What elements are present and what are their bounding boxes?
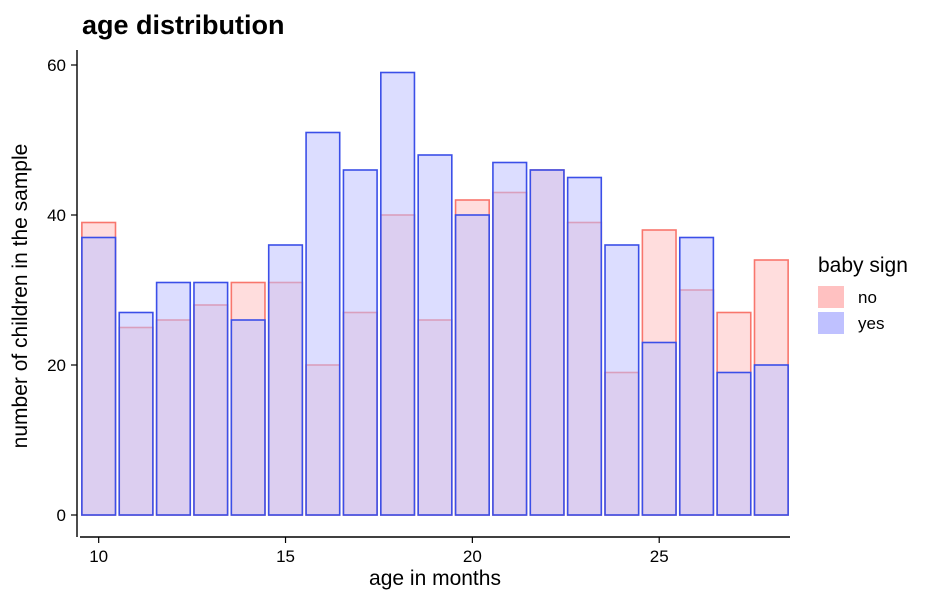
legend: baby sign no yes: [818, 254, 908, 334]
y-tick-label: 20: [47, 356, 66, 375]
bar-yes-25: [641, 341, 677, 516]
x-axis-title: age in months: [369, 567, 501, 590]
legend-swatch-no: [818, 286, 844, 308]
bar-yes-16: [305, 131, 341, 516]
bar-yes-26: [678, 236, 715, 516]
legend-label-no: no: [858, 288, 877, 307]
y-tick-label: 0: [57, 506, 66, 525]
y-axis-title: number of children in the sample: [9, 144, 32, 449]
chart-title: age distribution: [82, 10, 285, 40]
bar-yes-28: [753, 364, 789, 516]
bar-yes-27: [716, 371, 752, 516]
bar-yes-17: [342, 169, 378, 516]
bar-yes-24: [604, 244, 640, 516]
bar-yes-15: [267, 244, 304, 516]
bars-layer: [81, 71, 789, 516]
bar-yes-21: [492, 161, 528, 516]
x-ticks: 10 15 20 25: [89, 537, 669, 566]
bar-yes-22: [529, 169, 565, 516]
bar-yes-19: [417, 154, 453, 516]
legend-title: baby sign: [818, 254, 908, 277]
bar-yes-18: [380, 71, 416, 516]
bar-yes-20: [454, 214, 490, 516]
x-tick-label: 20: [463, 547, 482, 566]
bar-yes-10: [81, 236, 117, 516]
bar-yes-11: [118, 311, 154, 516]
bar-yes-13: [193, 281, 229, 516]
y-tick-label: 60: [47, 56, 66, 75]
bar-yes-12: [155, 281, 192, 516]
y-ticks: 0 20 40 60: [47, 56, 77, 525]
legend-swatch-yes: [818, 312, 844, 334]
legend-label-yes: yes: [858, 314, 884, 333]
x-tick-label: 10: [89, 547, 108, 566]
x-tick-label: 15: [276, 547, 295, 566]
y-tick-label: 40: [47, 206, 66, 225]
bar-yes-23: [566, 176, 603, 516]
x-tick-label: 25: [650, 547, 669, 566]
bar-yes-14: [230, 319, 266, 516]
